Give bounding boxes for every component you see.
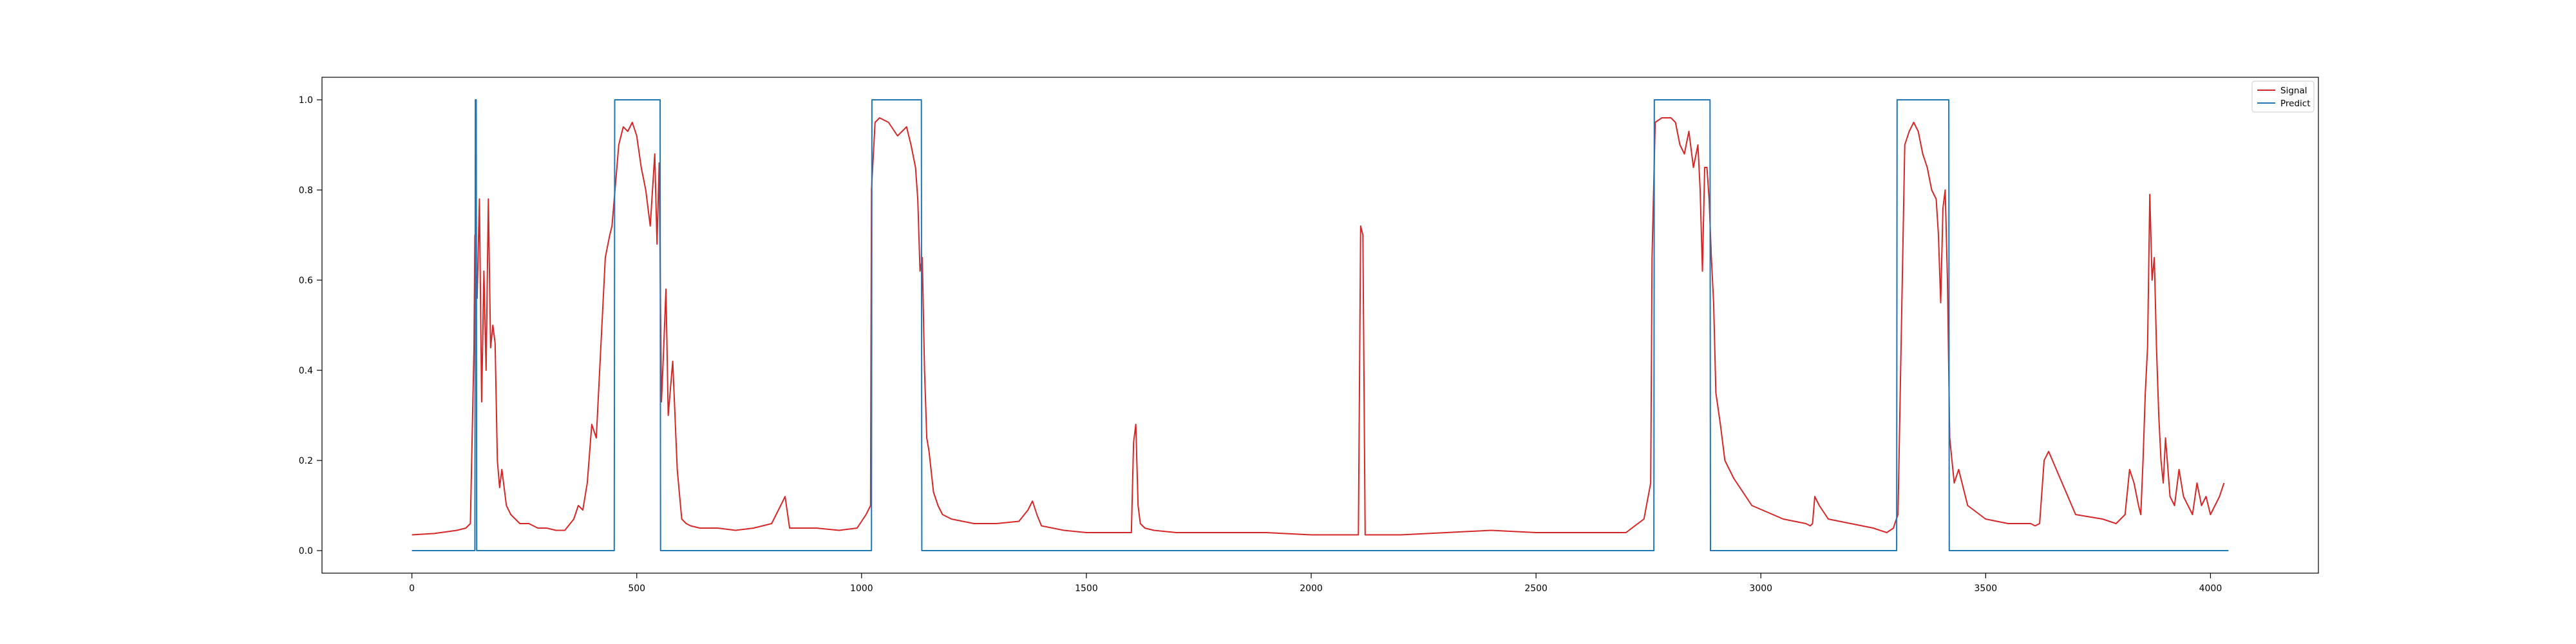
- y-tick-label: 0.6: [299, 276, 313, 286]
- x-tick-label: 0: [409, 583, 415, 594]
- x-tick-label: 2500: [1524, 583, 1548, 594]
- series-line-signal: [412, 117, 2225, 536]
- legend: Signal Predict: [2251, 80, 2315, 113]
- y-tick-label: 0.8: [299, 185, 313, 196]
- y-axis: 0.0 0.2 0.4 0.6 0.8 1.0: [299, 95, 322, 556]
- y-tick-label: 0.0: [299, 546, 313, 556]
- x-tick-label: 2000: [1300, 583, 1323, 594]
- series-line-predict: [412, 99, 2229, 551]
- x-tick-label: 1500: [1075, 583, 1098, 594]
- legend-label-predict: Predict: [2280, 99, 2311, 109]
- x-tick-label: 4000: [2199, 583, 2222, 594]
- x-axis: 0 500 1000 1500 2000 2500 3000 3500 4000: [409, 573, 2222, 594]
- y-tick-label: 1.0: [299, 95, 313, 106]
- legend-box: [2251, 80, 2315, 113]
- y-tick-label: 0.2: [299, 456, 313, 466]
- series-layer: [412, 99, 2229, 551]
- plot-frame: [321, 77, 2319, 574]
- y-tick-label: 0.4: [299, 366, 313, 376]
- x-tick-label: 3000: [1749, 583, 1772, 594]
- x-tick-label: 3500: [1975, 583, 1998, 594]
- legend-label-signal: Signal: [2280, 86, 2307, 96]
- x-tick-label: 1000: [850, 583, 873, 594]
- x-tick-label: 500: [628, 583, 645, 594]
